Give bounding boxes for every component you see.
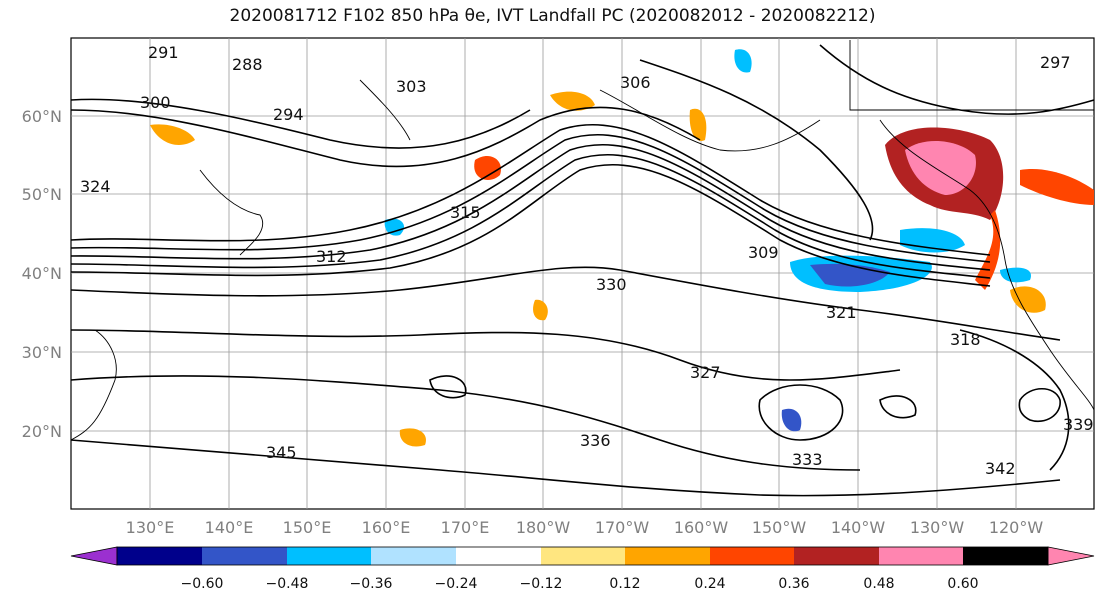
lon-tick-label: 170°W bbox=[595, 518, 650, 537]
lon-tick-label: 120°W bbox=[989, 518, 1044, 537]
contour-label: 324 bbox=[80, 177, 111, 196]
colorbar-tick-label: −0.12 bbox=[520, 576, 563, 592]
lat-tick-label: 20°N bbox=[22, 422, 62, 441]
colorbar-tick-label: 0.48 bbox=[863, 576, 894, 592]
colorbar-tick-label: −0.36 bbox=[350, 576, 393, 592]
contour-label: 291 bbox=[148, 43, 179, 62]
contour-label-group: 291 288 294 297 300 303 306 309 312 315 … bbox=[80, 43, 1094, 478]
contour-label: 312 bbox=[316, 247, 347, 266]
lat-tick-label: 60°N bbox=[22, 107, 62, 126]
lon-tick-label: 170°E bbox=[441, 518, 490, 537]
contour-label: 327 bbox=[690, 363, 721, 382]
colorbar-segment bbox=[879, 547, 963, 565]
lon-tick-label: 130°W bbox=[910, 518, 965, 537]
contour-label: 288 bbox=[232, 55, 263, 74]
lon-tick-label: 180°W bbox=[516, 518, 571, 537]
graticule bbox=[71, 38, 1094, 509]
colorbar: −0.60 −0.48 −0.36 −0.24 −0.12 0.12 0.24 … bbox=[70, 546, 1095, 592]
contour-label: 333 bbox=[792, 450, 823, 469]
lon-tick-label: 150°W bbox=[752, 518, 807, 537]
lon-tick-label: 160°W bbox=[674, 518, 729, 537]
colorbar-segment bbox=[202, 547, 287, 565]
colorbar-segment bbox=[117, 547, 202, 565]
contour-label: 318 bbox=[950, 330, 981, 349]
colorbar-tick-label: 0.12 bbox=[609, 576, 640, 592]
map-panel: 291 288 294 297 300 303 306 309 312 315 … bbox=[70, 37, 1095, 510]
contour-label: 297 bbox=[1040, 53, 1071, 72]
colorbar-segment bbox=[794, 547, 879, 565]
contour-label: 294 bbox=[273, 105, 304, 124]
colorbar-segment bbox=[963, 547, 1048, 565]
colorbar-segment bbox=[287, 547, 371, 565]
contour-label: 306 bbox=[620, 73, 651, 92]
colorbar-tick-label: −0.60 bbox=[181, 576, 224, 592]
theta-e-contours bbox=[70, 44, 1095, 497]
contour-label: 321 bbox=[826, 303, 857, 322]
lon-tick-label: 130°E bbox=[126, 518, 175, 537]
lon-tick-label: 150°E bbox=[283, 518, 332, 537]
contour-label: 315 bbox=[450, 203, 481, 222]
colorbar-over-arrow bbox=[1047, 546, 1095, 566]
contour-label: 300 bbox=[140, 93, 171, 112]
colorbar-segment bbox=[710, 547, 794, 565]
contour-label: 303 bbox=[396, 77, 427, 96]
colorbar-tick-label: 0.60 bbox=[947, 576, 978, 592]
contour-label: 309 bbox=[748, 243, 779, 262]
colorbar-under-arrow bbox=[70, 546, 118, 566]
colorbar-tick-label: 0.24 bbox=[694, 576, 725, 592]
longitude-axis: 130°E 140°E 150°E 160°E 170°E 180°W 170°… bbox=[126, 518, 1044, 537]
lon-tick-label: 140°W bbox=[831, 518, 886, 537]
contour-label: 345 bbox=[266, 443, 297, 462]
figure-title: 2020081712 F102 850 hPa θe, IVT Landfall… bbox=[229, 6, 876, 26]
contour-label: 339 bbox=[1063, 415, 1094, 434]
lon-tick-label: 160°E bbox=[362, 518, 411, 537]
lon-tick-label: 140°E bbox=[205, 518, 254, 537]
colorbar-segment bbox=[625, 547, 710, 565]
colorbar-ticks: −0.60 −0.48 −0.36 −0.24 −0.12 0.12 0.24 … bbox=[181, 576, 979, 592]
contour-label: 336 bbox=[580, 431, 611, 450]
colorbar-segment bbox=[541, 547, 625, 565]
colorbar-tick-label: 0.36 bbox=[778, 576, 809, 592]
lat-tick-label: 30°N bbox=[22, 343, 62, 362]
lat-tick-label: 40°N bbox=[22, 264, 62, 283]
colorbar-segment bbox=[371, 547, 456, 565]
contour-label: 330 bbox=[596, 275, 627, 294]
lat-tick-label: 50°N bbox=[22, 185, 62, 204]
latitude-axis: 60°N 50°N 40°N 30°N 20°N bbox=[22, 107, 62, 441]
colorbar-tick-label: −0.48 bbox=[266, 576, 309, 592]
colorbar-tick-label: −0.24 bbox=[435, 576, 478, 592]
contour-label: 342 bbox=[985, 459, 1016, 478]
colorbar-segment bbox=[456, 547, 541, 565]
coastlines bbox=[70, 40, 1095, 441]
